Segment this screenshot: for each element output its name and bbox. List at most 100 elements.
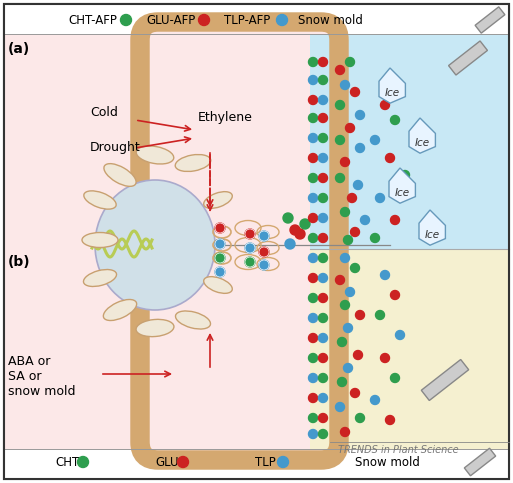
Circle shape [319,254,327,262]
Circle shape [308,273,318,283]
Circle shape [285,239,295,249]
Circle shape [336,275,345,284]
Circle shape [350,388,360,398]
Circle shape [336,136,345,144]
Circle shape [370,233,380,242]
Circle shape [344,364,352,372]
Circle shape [336,402,345,412]
Text: CHT-AFP: CHT-AFP [68,14,117,27]
Circle shape [385,154,394,162]
Circle shape [390,215,400,225]
Ellipse shape [84,191,116,209]
Circle shape [308,333,318,342]
Ellipse shape [103,299,136,321]
Text: Cold: Cold [90,105,118,118]
Circle shape [345,57,354,67]
Circle shape [295,229,305,239]
Circle shape [381,270,389,280]
Text: Drought: Drought [90,142,141,155]
Circle shape [177,456,188,468]
Circle shape [390,115,400,125]
Circle shape [308,354,318,363]
Circle shape [215,239,225,249]
Circle shape [381,354,389,363]
Circle shape [308,173,318,183]
Circle shape [344,236,352,244]
Circle shape [401,170,409,180]
Circle shape [319,173,327,183]
Circle shape [319,233,327,242]
Circle shape [308,373,318,383]
Circle shape [319,354,327,363]
Circle shape [259,260,269,270]
Circle shape [259,231,269,241]
Circle shape [308,154,318,162]
Bar [4,34,334,64]
Text: TLP: TLP [255,455,276,469]
Ellipse shape [175,311,210,329]
Text: Ethylene: Ethylene [198,112,253,125]
Text: (a): (a) [8,42,30,56]
Circle shape [319,313,327,323]
Circle shape [353,181,363,189]
Circle shape [336,66,345,74]
Text: TLP-AFP: TLP-AFP [224,14,270,27]
Circle shape [381,100,389,110]
Circle shape [319,133,327,142]
Circle shape [353,351,363,359]
Circle shape [345,287,354,297]
Circle shape [308,413,318,423]
Polygon shape [464,448,496,476]
Text: Ice: Ice [424,230,440,240]
Circle shape [290,225,300,235]
Circle shape [347,194,357,202]
Circle shape [121,14,131,26]
Polygon shape [379,68,405,103]
Bar [4,415,334,449]
Circle shape [338,378,346,386]
Circle shape [390,290,400,299]
Polygon shape [389,168,416,203]
Circle shape [319,429,327,439]
Circle shape [376,311,385,319]
Ellipse shape [84,270,116,286]
Circle shape [283,213,293,223]
Circle shape [356,413,365,423]
Circle shape [308,233,318,242]
Text: Ice: Ice [384,88,400,98]
Circle shape [338,338,346,346]
Text: Snow mold: Snow mold [355,455,420,469]
Text: Ice: Ice [415,138,429,148]
Circle shape [308,313,318,323]
Text: GLU: GLU [155,455,179,469]
Circle shape [278,456,288,468]
Circle shape [370,396,380,404]
Circle shape [390,373,400,383]
Circle shape [215,253,225,263]
Text: CHT: CHT [55,455,79,469]
Ellipse shape [204,277,232,293]
Circle shape [245,257,255,267]
Circle shape [356,143,365,153]
Circle shape [341,300,349,310]
Bar [4,449,509,479]
Ellipse shape [95,180,215,310]
Ellipse shape [204,192,232,208]
Text: (b): (b) [8,255,31,269]
Circle shape [341,81,349,89]
Circle shape [361,215,369,225]
Circle shape [308,213,318,223]
Bar [310,34,509,249]
Circle shape [319,273,327,283]
FancyBboxPatch shape [135,18,345,465]
Circle shape [319,333,327,342]
Circle shape [336,173,345,183]
Circle shape [319,114,327,123]
Text: Ice: Ice [394,188,409,198]
Text: Snow mold: Snow mold [298,14,363,27]
Circle shape [308,394,318,402]
Circle shape [350,227,360,237]
Circle shape [245,229,255,239]
Polygon shape [475,7,505,33]
Circle shape [199,14,209,26]
